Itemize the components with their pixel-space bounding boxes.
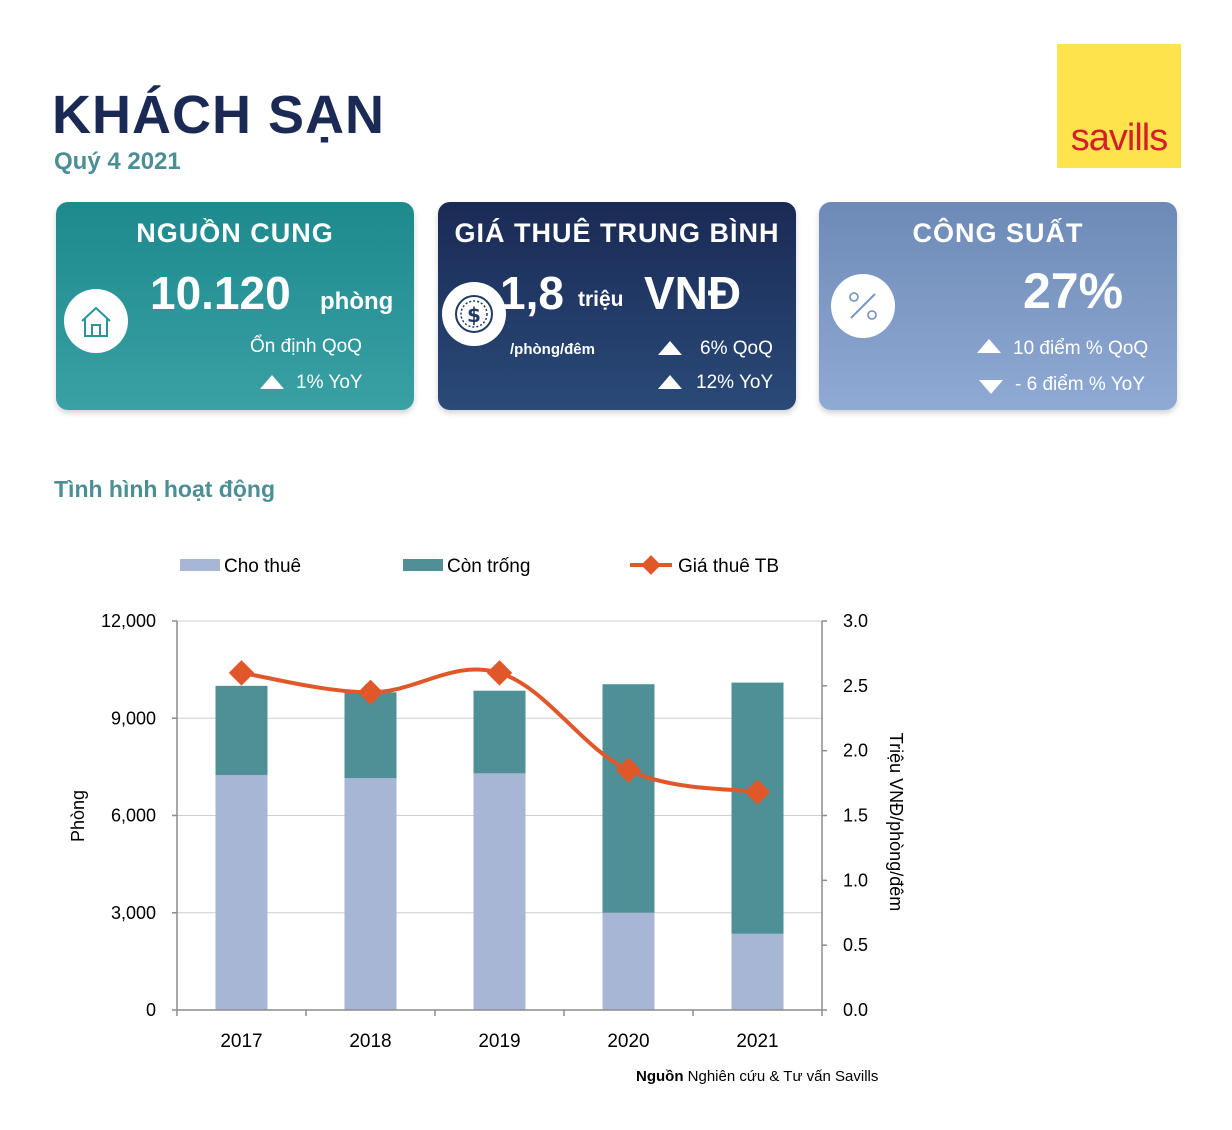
y-tick-label: 6,000 bbox=[111, 806, 156, 826]
y-tick-label: 0 bbox=[146, 1000, 156, 1020]
occupancy-yoy: - 6 điểm % YoY bbox=[1015, 374, 1145, 395]
bar-2018-series-1 bbox=[344, 778, 397, 1010]
bar-2021-series-2 bbox=[731, 682, 784, 934]
section-title: Tình hình hoạt động bbox=[54, 476, 275, 502]
y-tick-label: 3,000 bbox=[111, 903, 156, 923]
price-unit-currency: VNĐ bbox=[644, 267, 742, 319]
source-label: Nguồn bbox=[636, 1068, 684, 1085]
y2-tick-label: 2.0 bbox=[843, 741, 868, 761]
down-arrow-icon bbox=[979, 380, 1003, 394]
y2-tick-label: 0.0 bbox=[843, 1000, 868, 1020]
source-text: Nghiên cứu & Tư vấn Savills bbox=[683, 1068, 879, 1085]
y2-axis-title: Triệu VNĐ/phòng/đêm bbox=[886, 733, 906, 911]
legend-label-1: Cho thuê bbox=[224, 556, 301, 577]
chart-axes bbox=[172, 620, 827, 1016]
savills-logo: savills bbox=[1057, 44, 1181, 168]
price-point-2019 bbox=[486, 660, 513, 686]
price-per: /phòng/đêm bbox=[510, 341, 595, 358]
bar-2017-series-2 bbox=[215, 685, 268, 775]
legend-label-2: Còn trống bbox=[447, 556, 530, 577]
x-tick-label: 2019 bbox=[478, 1031, 520, 1052]
supply-yoy: 1% YoY bbox=[296, 372, 363, 393]
chart-legend: Cho thuê Còn trống Giá thuê TB bbox=[180, 555, 779, 577]
price-yoy: 12% YoY bbox=[696, 372, 774, 393]
bar-2017-series-1 bbox=[215, 774, 268, 1010]
up-arrow-icon bbox=[977, 339, 1001, 353]
occupancy-card: CÔNG SUẤT 27% 10 điểm % QoQ - 6 điểm % Y… bbox=[819, 202, 1177, 410]
bar-2020-series-1 bbox=[602, 912, 655, 1010]
supply-unit: phòng bbox=[320, 288, 394, 315]
y2-tick-label: 3.0 bbox=[843, 611, 868, 631]
supply-title: NGUỒN CUNG bbox=[136, 218, 334, 248]
x-tick-label: 2017 bbox=[220, 1031, 262, 1052]
y2-tick-label: 1.5 bbox=[843, 806, 868, 826]
bar-2019-series-1 bbox=[473, 773, 526, 1010]
occupancy-qoq: 10 điểm % QoQ bbox=[1013, 338, 1149, 359]
price-point-2017 bbox=[228, 660, 255, 686]
dollar-coin-icon: $ bbox=[442, 282, 506, 346]
logo-text: savills bbox=[1070, 117, 1168, 159]
y-tick-label: 9,000 bbox=[111, 708, 156, 728]
supply-value: 10.120 bbox=[150, 267, 291, 319]
price-card: GIÁ THUÊ TRUNG BÌNH $ 1,8 triệu VNĐ /phò… bbox=[438, 202, 796, 410]
chart-bars bbox=[215, 682, 784, 1010]
percent-icon bbox=[831, 274, 895, 338]
x-tick-label: 2021 bbox=[736, 1031, 778, 1052]
y2-tick-label: 2.5 bbox=[843, 676, 868, 696]
legend-swatch-2 bbox=[403, 559, 443, 571]
page-subtitle: Quý 4 2021 bbox=[54, 148, 181, 175]
bar-2018-series-2 bbox=[344, 692, 397, 779]
occupancy-title: CÔNG SUẤT bbox=[912, 218, 1084, 248]
house-icon bbox=[64, 289, 128, 353]
svg-text:$: $ bbox=[467, 303, 481, 327]
y-tick-label: 12,000 bbox=[101, 611, 156, 631]
x-tick-label: 2020 bbox=[607, 1031, 649, 1052]
price-title: GIÁ THUÊ TRUNG BÌNH bbox=[454, 218, 780, 248]
legend-diamond-icon bbox=[641, 555, 661, 575]
x-tick-label: 2018 bbox=[349, 1031, 391, 1052]
price-point-2018 bbox=[357, 679, 384, 706]
price-value: 1,8 bbox=[500, 267, 564, 319]
bar-2019-series-2 bbox=[473, 690, 526, 774]
up-arrow-icon bbox=[658, 341, 682, 355]
performance-chart: Cho thuê Còn trống Giá thuê TB 0 3,000 6,000… bbox=[68, 555, 906, 1052]
occupancy-value: 27% bbox=[1023, 263, 1124, 319]
y2-tick-label: 0.5 bbox=[843, 935, 868, 955]
price-qoq: 6% QoQ bbox=[700, 338, 773, 359]
supply-qoq-note: Ổn định QoQ bbox=[250, 336, 362, 357]
up-arrow-icon bbox=[658, 375, 682, 389]
up-arrow-icon bbox=[260, 375, 284, 389]
source-note: Nguồn Nghiên cứu & Tư vấn Savills bbox=[636, 1068, 878, 1085]
legend-label-line: Giá thuê TB bbox=[678, 556, 779, 577]
page-title: KHÁCH SẠN bbox=[52, 85, 385, 145]
bar-2020-series-2 bbox=[602, 684, 655, 913]
price-unit-small: triệu bbox=[578, 288, 624, 311]
y-axis-title: Phòng bbox=[68, 790, 88, 842]
chart-labels: 0 3,000 6,000 9,000 12,000 0.0 0.5 1.0 1.5 2.0 2.5… bbox=[68, 611, 906, 1052]
legend-swatch-1 bbox=[180, 559, 220, 571]
y2-tick-label: 1.0 bbox=[843, 870, 868, 890]
bar-2021-series-1 bbox=[731, 933, 784, 1010]
supply-card: NGUỒN CUNG 10.120 phòng Ổn định QoQ 1% Y… bbox=[56, 202, 414, 410]
